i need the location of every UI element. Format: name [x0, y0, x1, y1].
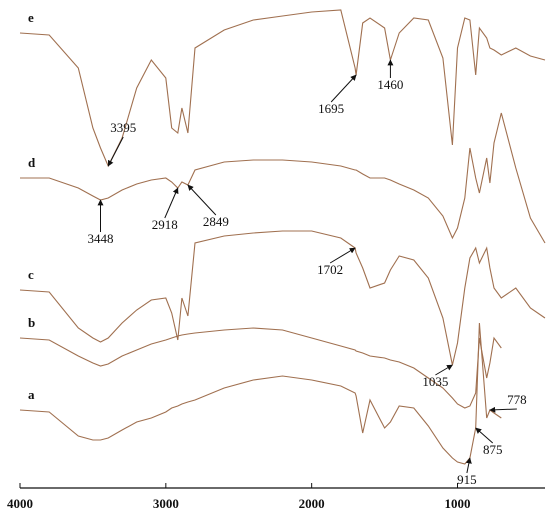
spectrum-line	[19, 327, 502, 409]
peak-label: 915	[457, 472, 477, 487]
peak-label: 875	[483, 442, 503, 457]
spectrum-line	[19, 230, 546, 366]
peak-label: 778	[507, 392, 527, 407]
peak-label: 2849	[203, 214, 229, 229]
peak-label: 1035	[422, 374, 448, 389]
series-label: e	[28, 10, 34, 25]
peak-label: 3448	[88, 231, 114, 246]
spectrum-line	[20, 112, 546, 244]
spectrum-line	[19, 9, 546, 168]
peak-label: 1695	[318, 101, 344, 116]
x-tick-label: 4000	[7, 496, 33, 511]
peak-arrow	[164, 187, 179, 219]
peak-arrow	[435, 364, 453, 376]
series-label: b	[28, 315, 35, 330]
peak-arrow	[489, 406, 517, 413]
series-label: c	[28, 267, 34, 282]
spectrum-line	[19, 322, 502, 465]
series-label: d	[28, 155, 36, 170]
peak-arrow	[329, 247, 356, 264]
x-tick-label: 3000	[153, 496, 179, 511]
peak-label: 3395	[110, 120, 136, 135]
peak-label: 2918	[152, 217, 178, 232]
peak-arrow	[187, 184, 217, 216]
peak-label: 1702	[317, 262, 343, 277]
peak-arrow	[330, 74, 357, 103]
peak-arrow	[107, 136, 124, 167]
peak-arrow	[475, 427, 494, 444]
peak-arrow	[465, 457, 472, 474]
peak-label: 1460	[377, 77, 403, 92]
series-label: a	[28, 387, 35, 402]
x-tick-label: 2000	[299, 496, 325, 511]
x-tick-label: 1000	[445, 496, 471, 511]
